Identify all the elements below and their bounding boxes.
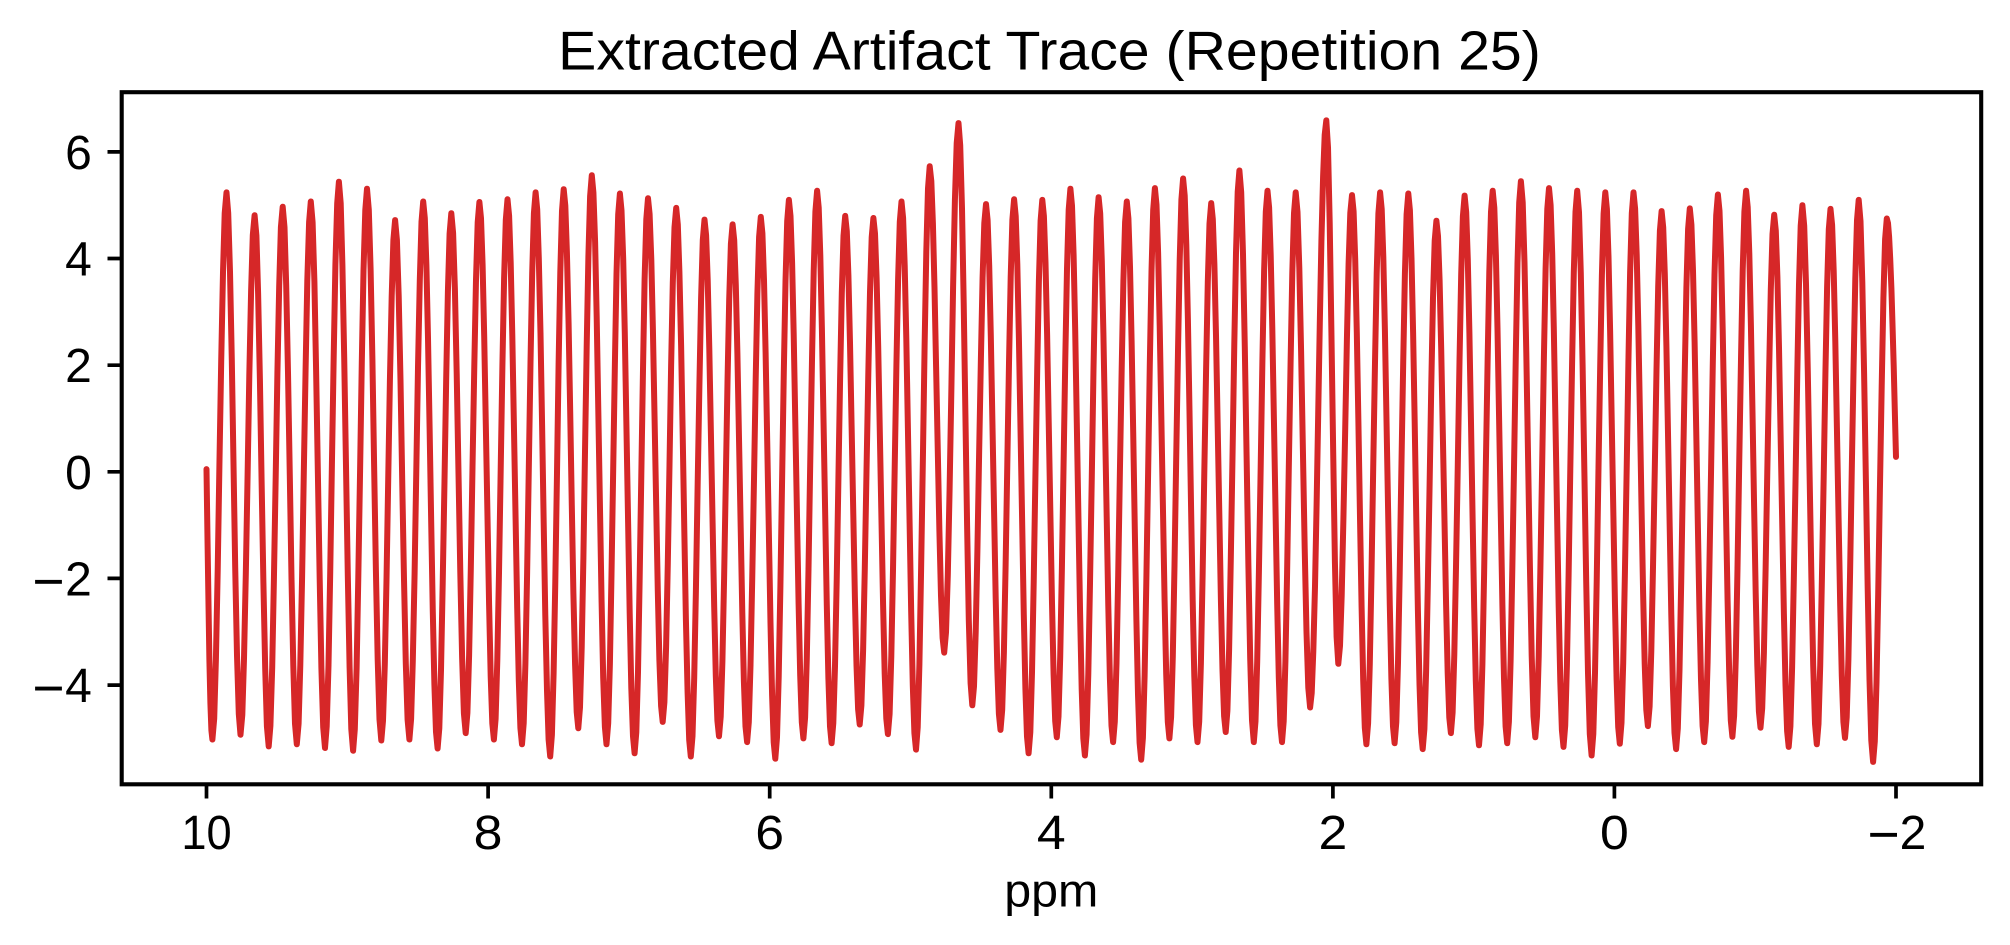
svg-text:ppm: ppm <box>1004 865 1098 917</box>
svg-text:0: 0 <box>1600 807 1629 860</box>
svg-text:6: 6 <box>755 807 784 860</box>
svg-text:10: 10 <box>181 807 231 860</box>
svg-text:4: 4 <box>1037 807 1066 860</box>
svg-text:0: 0 <box>65 447 92 500</box>
svg-text:2: 2 <box>1319 807 1348 860</box>
svg-text:2: 2 <box>1900 807 1927 860</box>
svg-text:2: 2 <box>65 340 92 393</box>
svg-text:4: 4 <box>65 660 92 713</box>
svg-text:4: 4 <box>65 234 92 287</box>
svg-text:Extracted Artifact Trace (Repe: Extracted Artifact Trace (Repetition 25) <box>558 21 1541 82</box>
svg-text:2: 2 <box>65 553 92 606</box>
svg-text:8: 8 <box>474 807 503 860</box>
svg-text:6: 6 <box>65 127 92 180</box>
